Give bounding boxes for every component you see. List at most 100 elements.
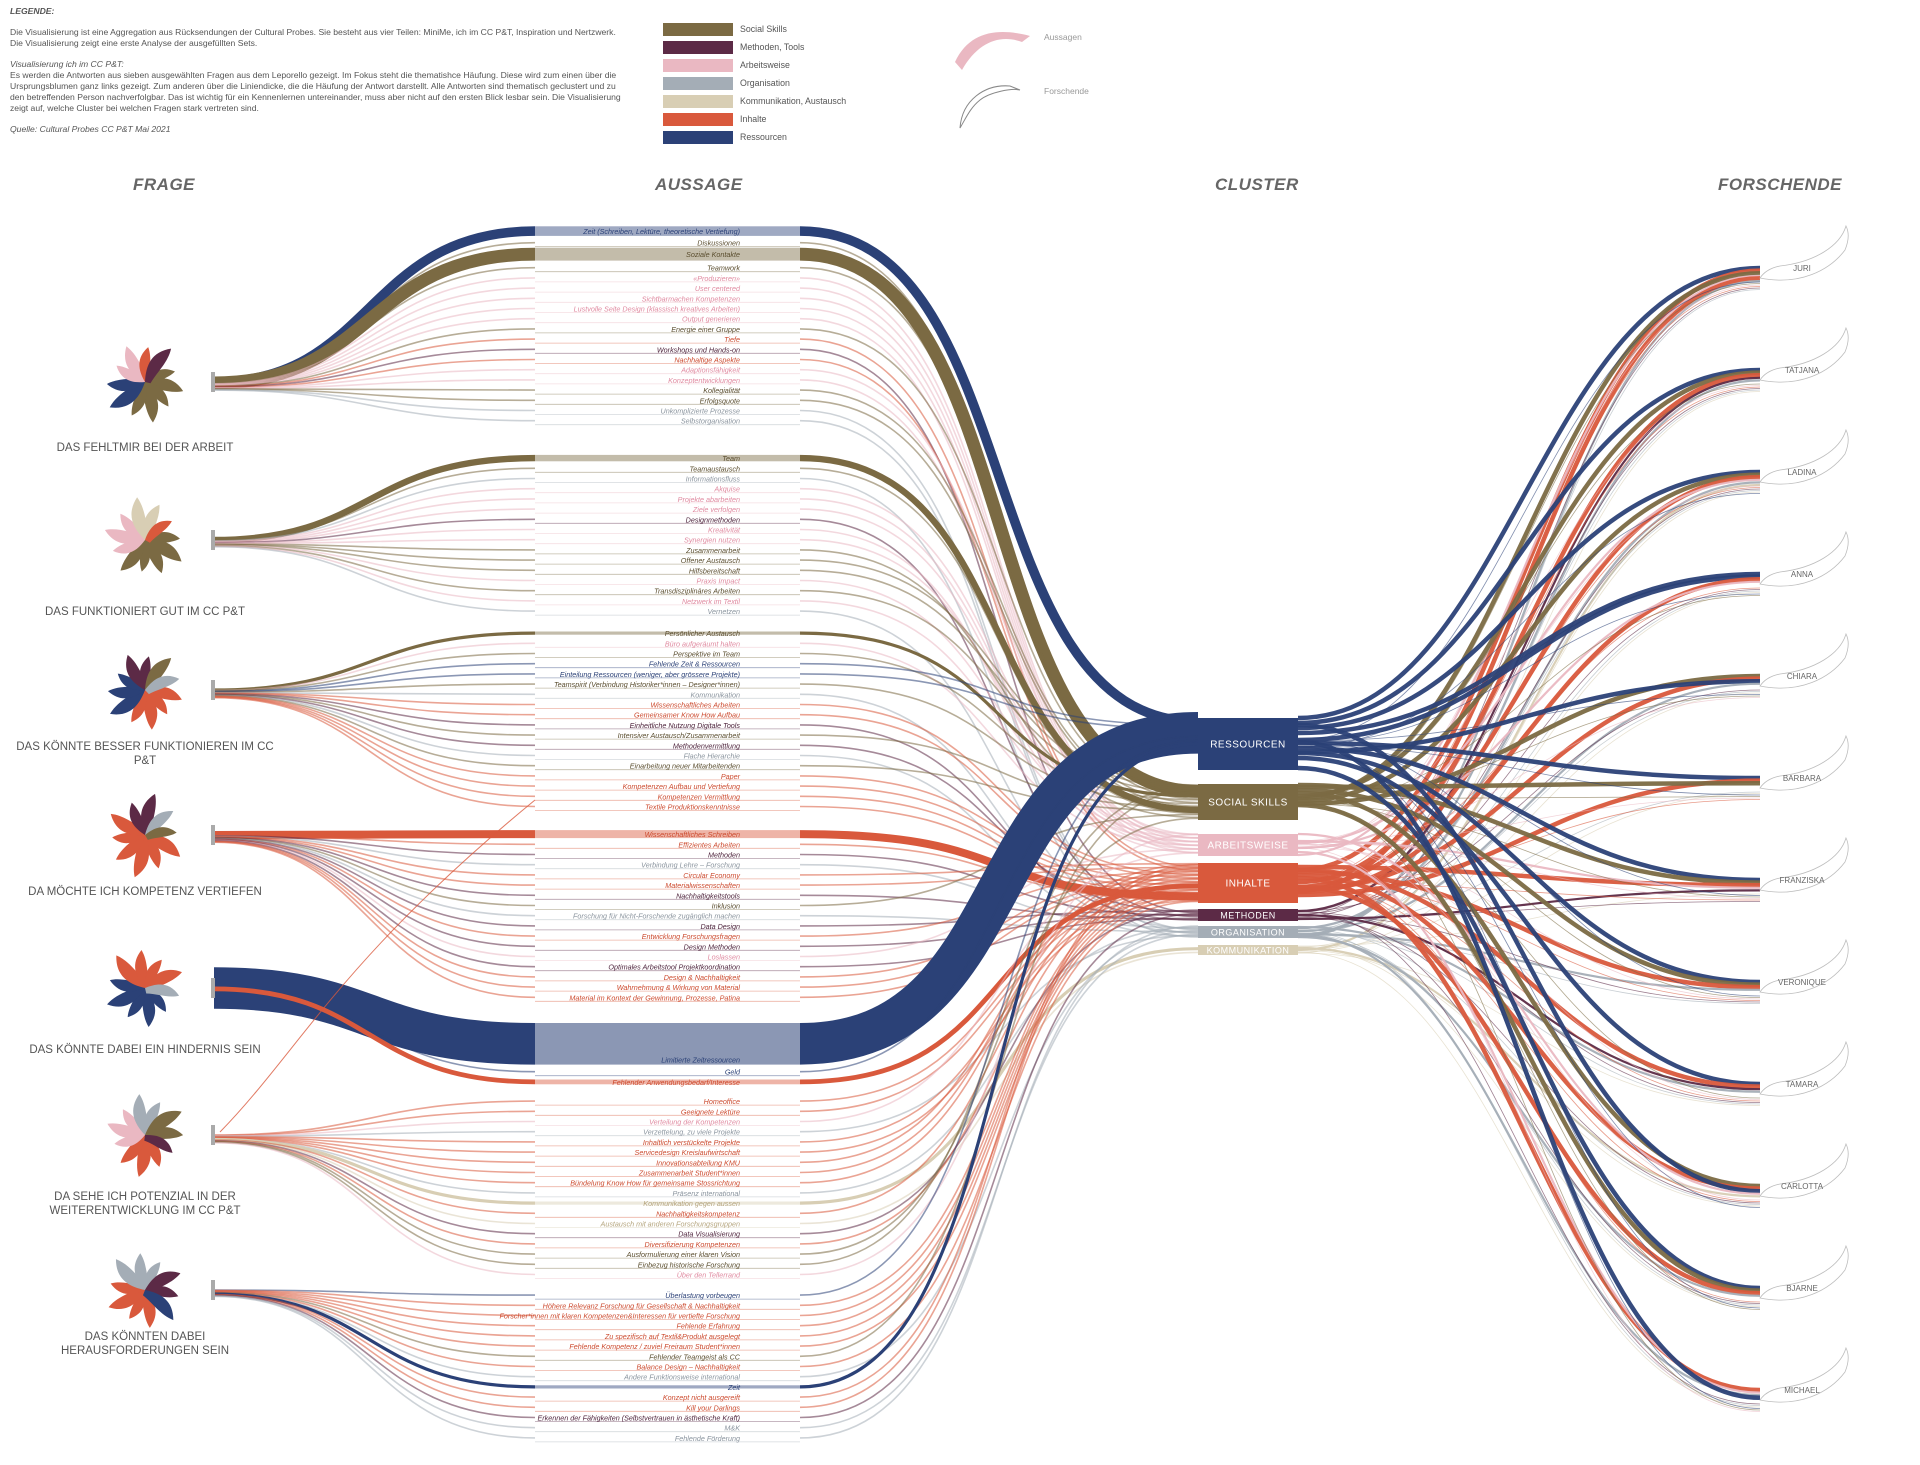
flow-statement-cluster (799, 652, 1199, 801)
flow-cluster-researcher (1297, 782, 1761, 885)
flow-question-statement (213, 693, 536, 726)
legend-symbols (955, 32, 1030, 129)
cluster-box (1198, 945, 1298, 955)
statement-label: Material im Kontext der Gewinnung, Proze… (569, 993, 740, 1002)
flow-cluster-researcher (1297, 802, 1761, 1293)
statement-label: Verzettelung, zu viele Projekte (643, 1128, 740, 1137)
statement-label: Innovationsabteilung KMU (656, 1158, 741, 1167)
flow-statement-cluster (799, 788, 1199, 1358)
legend-text: LEGENDE: Die Visualisierung ist eine Agg… (10, 6, 630, 135)
statement-bar (535, 1201, 800, 1205)
researcher-name: CARLOTTA (1781, 1182, 1824, 1191)
flow-question-statement (213, 317, 536, 387)
header-aussage: AUSSAGE (655, 175, 743, 194)
statement-bar (535, 247, 800, 261)
flow-question-statement (213, 835, 536, 866)
statement-label: Lustvolle Seite Design (klassisch kreati… (574, 305, 740, 314)
flow-cluster-researcher (1297, 765, 1761, 1291)
question-label: DAS KÖNNTE BESSER FUNKTIONIEREN IM CC P&… (16, 741, 274, 767)
flow-statement-cluster (799, 673, 1199, 730)
flow-cluster-researcher (1297, 839, 1761, 889)
researcher-name: TAMARA (1786, 1080, 1819, 1089)
flow-cluster-researcher (1297, 487, 1761, 883)
flow-question-statement (213, 834, 536, 846)
flow-statement-cluster (799, 742, 1199, 1389)
flow-cluster-researcher (1297, 930, 1761, 1406)
flow-question-statement (213, 694, 536, 757)
flow-statement-cluster (799, 934, 1199, 1133)
flow-cluster-researcher (1297, 878, 1761, 1303)
flow-statement-cluster (799, 852, 1199, 1123)
question-flows (213, 226, 536, 1439)
flower-petal (143, 504, 160, 540)
researcher-franziska: FRANZISKA (1759, 836, 1849, 893)
statement-label: Büro aufgeräumt halten (665, 639, 740, 648)
flow-question-statement (213, 692, 536, 716)
flow-statement-cluster (799, 589, 1199, 794)
statement-label: Intensiver Austausch/Zusammenarbeit (618, 731, 741, 740)
flow-question-statement (213, 1290, 536, 1327)
flow-statement-cluster (799, 631, 1199, 798)
cluster-label: ARBEITSWEISE (1207, 841, 1288, 852)
researcher-name: LADINA (1788, 468, 1818, 477)
cluster-kommunikation: KOMMUNIKATION (1198, 945, 1298, 956)
flow-statement-cluster (799, 569, 1199, 790)
flower-petal (144, 1134, 173, 1153)
flow-question-statement (213, 1293, 536, 1398)
flow-question-statement (213, 693, 536, 736)
statement-label: Präsenz international (672, 1189, 740, 1198)
cluster-flows (799, 226, 1199, 1439)
flow-question-statement (213, 1141, 536, 1276)
flow-cluster-researcher (1297, 934, 1761, 1004)
cluster-label: KOMMUNIKATION (1207, 946, 1290, 956)
flow-statement-cluster (799, 226, 1199, 727)
flow-question-statement (213, 1120, 536, 1137)
flow-question-statement (213, 1140, 536, 1235)
flow-statement-cluster (799, 817, 1199, 1255)
flow-question-statement (213, 348, 536, 388)
researcher-leaf-shape (1759, 530, 1849, 587)
legend-swatch-label: Methoden, Tools (740, 42, 805, 52)
statement-label: Teamaustausch (690, 464, 740, 473)
statement-label: Selbstorganisation (681, 417, 740, 426)
statement-label: Über den Tellerrand (677, 1271, 741, 1280)
flow-question-statement (213, 1289, 536, 1307)
statement-label: Vernetzen (708, 607, 741, 616)
researcher-name: JURI (1793, 264, 1811, 273)
flow-question-statement (213, 835, 536, 856)
header-frage: FRAGE (133, 175, 195, 194)
flow-cluster-researcher (1297, 804, 1761, 1310)
statement-label: Andere Funktionsweise international (623, 1373, 740, 1382)
researcher-leaf-shape (1759, 224, 1849, 281)
question-flower (110, 793, 215, 878)
flow-question-statement (213, 836, 536, 886)
flow-cluster-researcher (1297, 372, 1761, 885)
researcher-name: BJARNE (1786, 1284, 1818, 1293)
header-forschende: FORSCHENDE (1718, 175, 1843, 194)
flower-petal (131, 382, 147, 416)
statement-label: Homeoffice (704, 1097, 740, 1106)
researcher-name: MICHAEL (1784, 1386, 1820, 1395)
statement-label: Ausformulierung einer klaren Vision (626, 1250, 740, 1259)
legend-aussagen-symbol (955, 32, 1030, 70)
flow-question-statement (213, 836, 536, 897)
flow-cluster-researcher (1297, 911, 1761, 1103)
flow-question-statement (213, 518, 536, 544)
flow-cluster-researcher (1297, 935, 1761, 1297)
statement-label: Limitierte Zeitressourcen (661, 1056, 740, 1065)
flower-stem-anchor (211, 530, 215, 550)
flower-petal (145, 520, 172, 543)
cluster-social skills: SOCIAL SKILLS (1198, 784, 1298, 820)
flow-statement-cluster (799, 883, 1199, 1085)
flow-question-statement (213, 544, 536, 572)
researcher-leaf-shape (1759, 1040, 1849, 1097)
flow-question-statement (213, 528, 536, 544)
cluster-boxes: RESSOURCEN SOCIAL SKILLS ARBEITSWEISE INHAL… (1198, 718, 1298, 956)
flow-question-statement (213, 297, 536, 386)
flow-question-statement (213, 328, 536, 387)
researcher-leaf-shape (1759, 326, 1849, 383)
flow-cluster-researcher (1297, 389, 1761, 933)
flow-cluster-researcher (1297, 916, 1761, 1204)
researcher-leaf-shape (1759, 428, 1849, 485)
